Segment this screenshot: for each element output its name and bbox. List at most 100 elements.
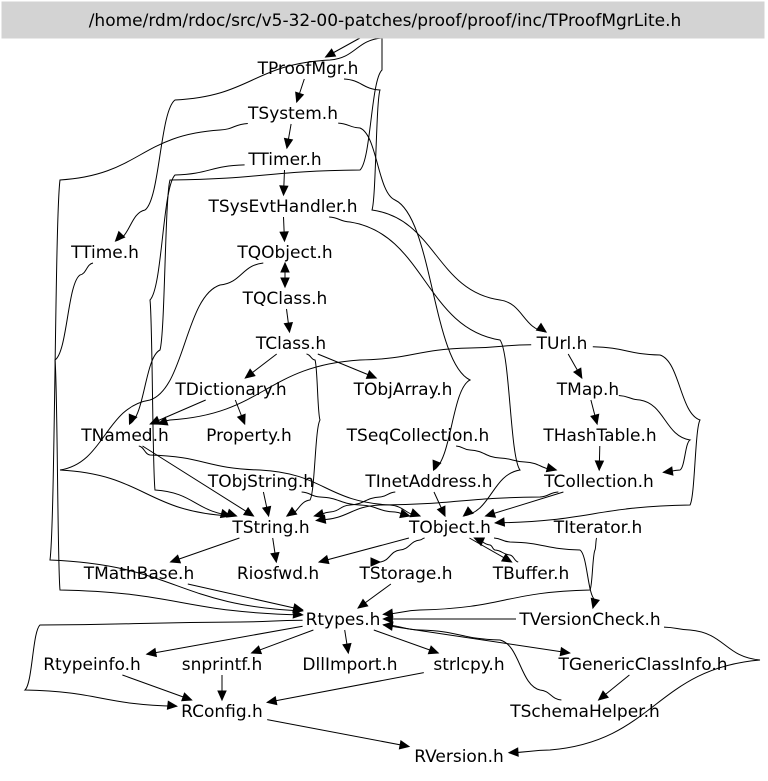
- node-tobjarray: TObjArray.h: [353, 380, 453, 400]
- edge-arrowhead: [507, 747, 519, 757]
- node-tclass: TClass.h: [255, 334, 326, 354]
- node-label-tnamed: TNamed.h: [80, 426, 169, 446]
- edge-arrowhead: [342, 642, 352, 655]
- edge-line: [301, 491, 410, 517]
- edge-root-to-tnamed: [128, 38, 383, 426]
- edge-root-to-ttime: [114, 37, 383, 242]
- edge-arrowhead: [535, 322, 548, 333]
- edge-arrowhead: [399, 508, 411, 519]
- edge-tseqcoll-to-tcollection: [456, 445, 558, 473]
- edge-arrowhead: [295, 91, 305, 104]
- node-tsystem: TSystem.h: [247, 104, 338, 124]
- edge-line: [251, 629, 314, 654]
- edge-line: [170, 537, 240, 563]
- edge-ttimer-to-tstring: [149, 164, 245, 518]
- edge-arrowhead: [145, 647, 158, 658]
- edge-root-to-tproofmgr: [324, 37, 361, 58]
- edge-rconfig-to-rversion: [267, 719, 411, 750]
- edge-arrowhead: [279, 185, 289, 197]
- edge-line: [618, 395, 692, 473]
- edge-arrowhead: [219, 508, 232, 519]
- edge-tqclass-to-tclass: [283, 308, 293, 334]
- node-label-tsysevt: TSysEvtHandler.h: [207, 197, 357, 217]
- edge-line: [495, 346, 701, 524]
- edge-line: [49, 123, 303, 612]
- edge-tsysevt-to-tqobject: [279, 216, 289, 243]
- edge-line: [329, 216, 521, 517]
- edge-tinetaddr-to-tstring: [313, 491, 396, 519]
- node-tnamed: TNamed.h: [80, 426, 169, 446]
- edge-line: [157, 344, 532, 425]
- edge-tsystem-to-tinetaddr: [338, 122, 472, 472]
- node-label-tqclass: TQClass.h: [242, 289, 328, 309]
- edge-arrowhead: [292, 609, 304, 619]
- edge-turl-to-tmap: [567, 353, 583, 380]
- node-label-tsystem: TSystem.h: [247, 104, 338, 124]
- edge-tstorage-to-rtypes: [357, 583, 392, 609]
- node-label-riosfwd: Riosfwd.h: [237, 564, 319, 584]
- edge-arrowhead: [662, 466, 674, 476]
- edge-snprintf-to-rconfig: [217, 675, 227, 702]
- node-label-tmathbase: TMathBase.h: [83, 564, 194, 584]
- edge-arrowhead: [473, 537, 486, 547]
- edge-tmap-to-thashtable: [590, 399, 600, 426]
- node-tdictionary: TDictionary.h: [174, 380, 286, 400]
- edge-arrowhead: [545, 463, 558, 473]
- edge-tclass-to-tdictionary: [244, 353, 278, 379]
- edge-arrowhead: [270, 551, 280, 564]
- node-tgenericclassinfo: TGenericClassInfo.h: [557, 655, 727, 675]
- node-rtypes: Rtypes.h: [306, 610, 381, 630]
- edge-line: [485, 491, 564, 517]
- edge-arrowhead: [236, 413, 246, 426]
- node-label-tmap: TMap.h: [556, 380, 619, 400]
- edge-tsysevt-to-tobject: [329, 216, 521, 517]
- edge-arrowhead: [559, 646, 571, 657]
- edge-strlcpy-to-rconfig: [265, 672, 424, 706]
- node-root: /home/rdm/rdoc/src/v5-32-00-patches/proo…: [1, 1, 765, 39]
- edge-line: [267, 672, 424, 703]
- edge-tobject-to-tversioncheck: [493, 537, 600, 610]
- edge-rtypes-to-dllimport: [342, 629, 352, 655]
- node-strlcpy: strlcpy.h: [433, 655, 504, 675]
- edge-tschemahelper-to-rtypes: [382, 621, 562, 701]
- edge-arrowhead: [382, 608, 394, 618]
- node-label-strlcpy: strlcpy.h: [433, 655, 504, 675]
- edge-arrowhead: [280, 261, 290, 273]
- edge-arrowhead: [432, 459, 442, 472]
- edge-turl-to-tobject: [493, 346, 701, 527]
- edge-line: [383, 624, 562, 701]
- node-label-titerator: TIterator.h: [553, 518, 643, 538]
- edge-arrowhead: [572, 367, 583, 380]
- node-tstorage: TStorage.h: [358, 564, 452, 584]
- edge-arrowhead: [292, 603, 304, 613]
- node-tinetaddr: TInetAddress.h: [364, 472, 492, 492]
- edge-line: [317, 353, 377, 379]
- node-tobjstring: TObjString.h: [207, 472, 314, 492]
- edge-line: [59, 262, 264, 517]
- edge-arrowhead: [382, 614, 393, 624]
- edge-tobject-to-tbuffer: [469, 537, 513, 563]
- edge-thashtable-to-tcollection: [594, 445, 605, 472]
- edge-arrowhead: [317, 554, 330, 565]
- node-snprintf: snprintf.h: [182, 655, 263, 675]
- edge-arrowhead: [313, 509, 325, 519]
- edge-line: [146, 625, 303, 655]
- node-titerator: TIterator.h: [553, 518, 643, 538]
- edge-tinetaddr-to-tobject: [433, 491, 446, 518]
- edge-tobject-to-riosfwd: [317, 537, 410, 565]
- node-label-tschemahelper: TSchemaHelper.h: [509, 702, 660, 722]
- edge-tnamed-to-tstring: [142, 445, 255, 517]
- edge-tobject-to-tstorage: [370, 537, 425, 567]
- edge-arrowhead: [493, 517, 506, 527]
- node-label-rtypes: Rtypes.h: [306, 610, 381, 630]
- node-label-tcollection: TCollection.h: [543, 472, 654, 492]
- edge-line: [456, 445, 557, 471]
- edge-arrowhead: [285, 506, 298, 517]
- edge-arrowhead: [265, 695, 278, 706]
- edge-line: [379, 537, 425, 563]
- node-ttimer: TTimer.h: [247, 150, 321, 170]
- node-turl: TUrl.h: [536, 334, 588, 354]
- node-tsysevt: TSysEvtHandler.h: [207, 197, 357, 217]
- edge-tsystem-to-ttimer: [283, 123, 294, 150]
